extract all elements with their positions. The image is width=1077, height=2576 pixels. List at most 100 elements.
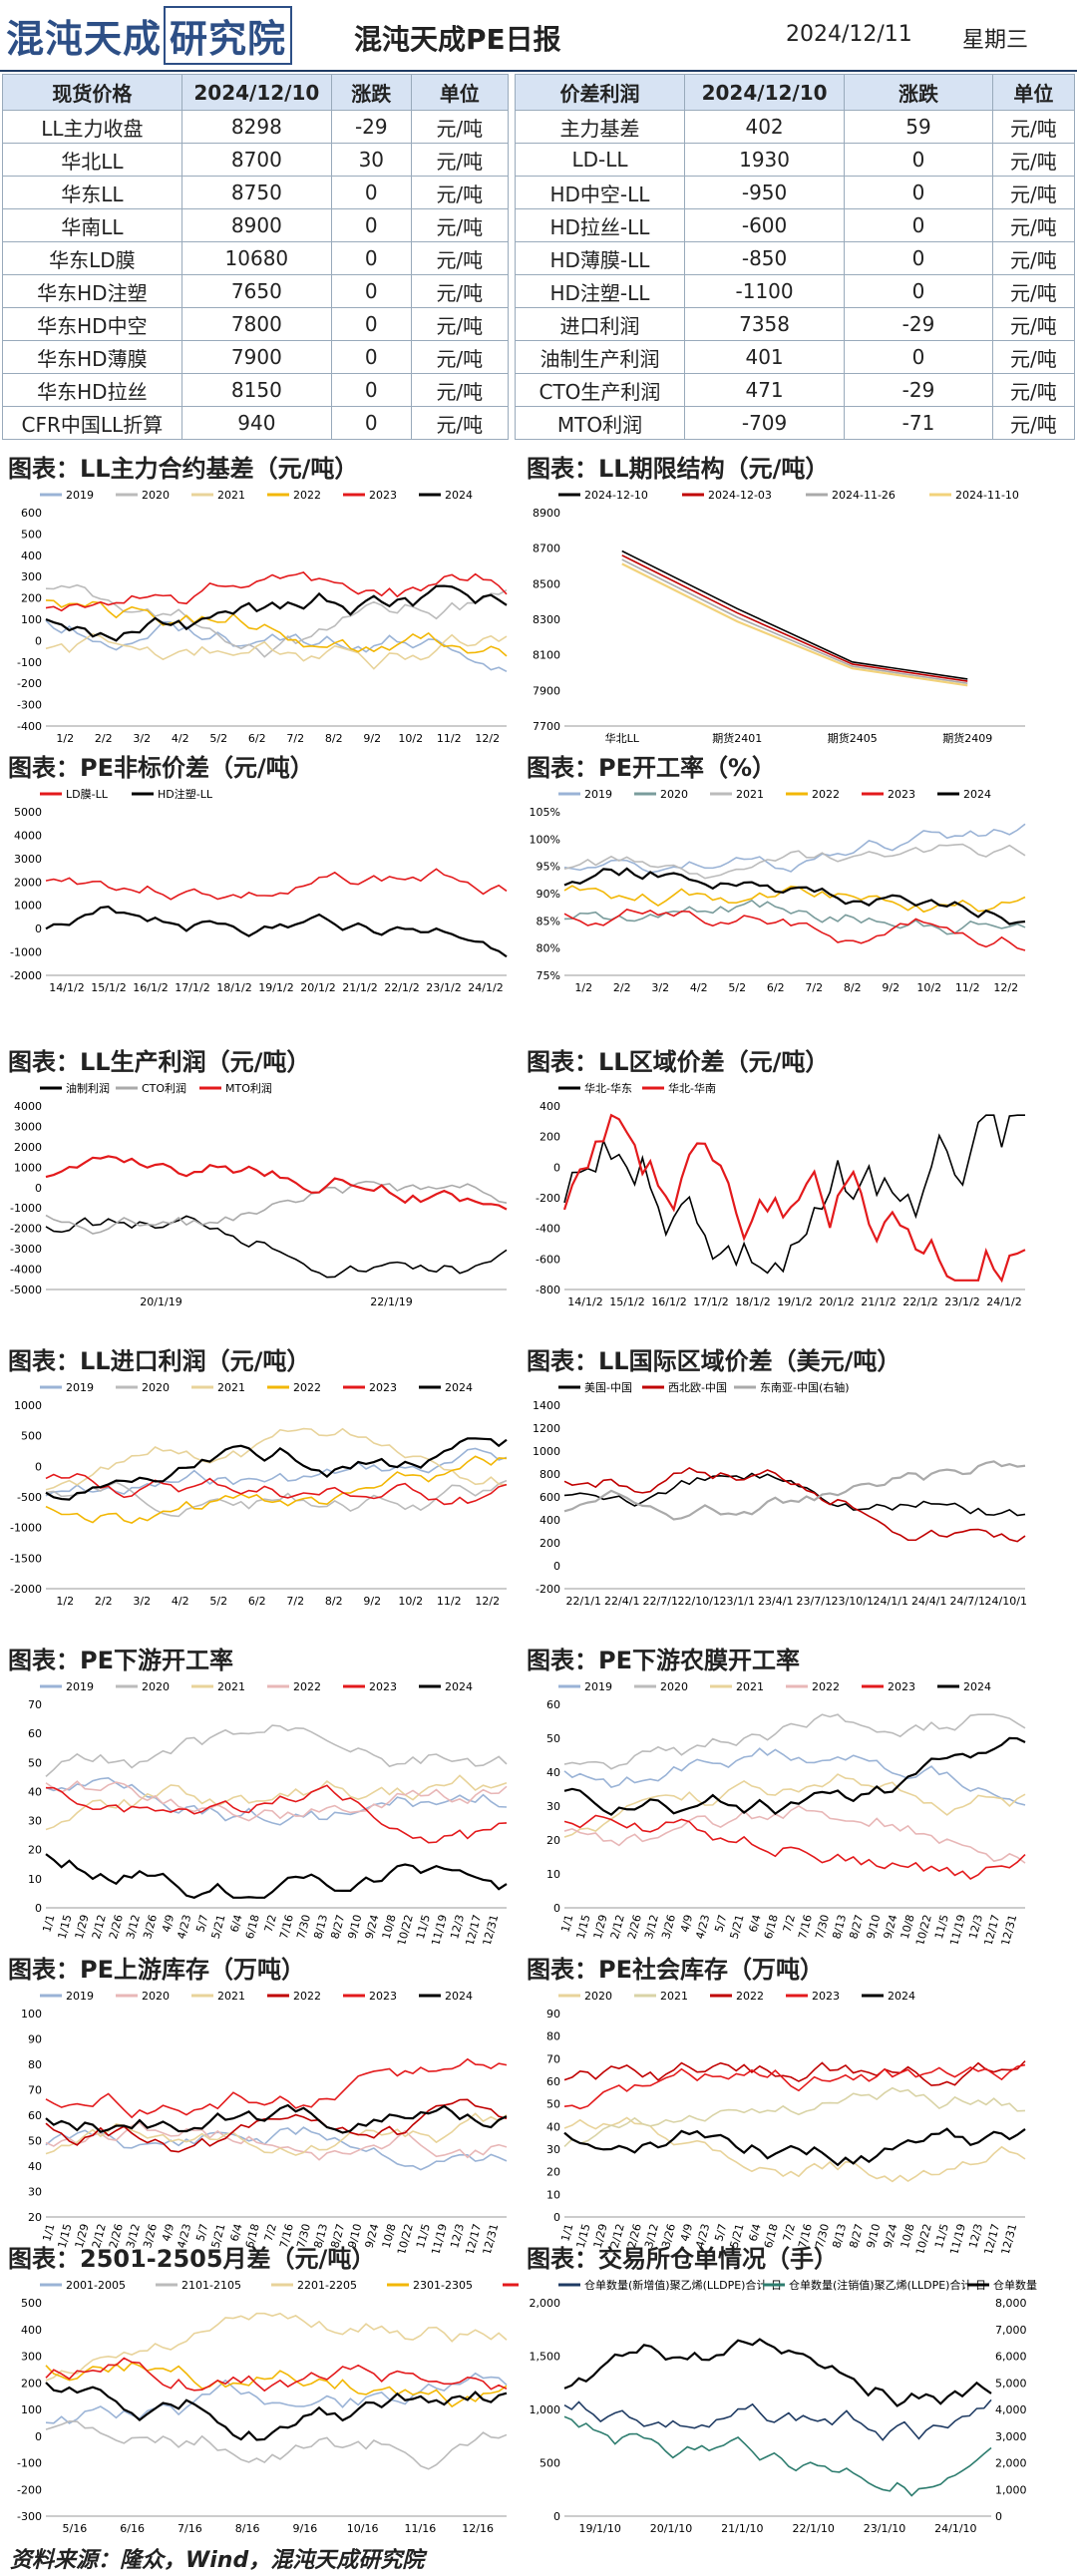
x-tick-label: 20/1/10 [650,2522,692,2535]
chart-title: 图表：LL国际区域价差（美元/吨） [527,1347,901,1375]
legend-label: 2001-2005 [66,2279,126,2292]
x-tick-label: 21/1/10 [721,2522,763,2535]
x-tick-label: 3/2 [133,1595,151,1608]
series-line [45,1447,508,1497]
table-cell: 0 [330,208,412,242]
x-tick-label: 8/16 [235,2522,260,2535]
y-tick-label: 5000 [14,806,42,819]
x-tick-label: 6/4 [747,1913,764,1933]
series-line [45,2357,508,2392]
legend-label: 油制利润 [66,1081,110,1095]
table-cell: 元/吨 [410,176,510,209]
series-line [45,1479,508,1518]
series-line [45,1853,508,1899]
column-header: 涨跌 [844,74,993,111]
y-tick-label: 20 [28,1844,42,1857]
series-line [45,2420,508,2470]
chart: 仓单数量(新增值)聚乙烯(LLDPE)合计 日仓单数量(注销值)聚乙烯(LLDP… [519,2273,1038,2552]
table-cell: MTO利润 [515,406,685,440]
table-cell: 0 [844,340,993,374]
y-tick-label: -400 [536,1223,560,1236]
y-tick-label: 30 [28,1815,42,1828]
x-tick-label: 9/10 [865,1913,884,1940]
legend-label: 2024 [963,788,991,801]
x-tick-label: 23/1/10 [864,2522,905,2535]
x-tick-label: 4/2 [690,981,708,994]
table-cell: 元/吨 [991,340,1076,374]
x-tick-label: 期货2405 [828,731,878,745]
legend-label: 2023 [888,1680,915,1693]
chart: 2024-12-10 2024-12-03 2024-11-26 2024-11-10… [519,483,1037,762]
series-line [563,823,1026,874]
x-tick-label: 15/1/2 [609,1295,644,1308]
x-tick-label: 2/26 [107,2222,126,2249]
x-tick-label: 23/1/2 [426,981,461,994]
table-cell: 59 [844,110,993,144]
series-line [45,2057,508,2119]
y-tick-label: 100 [21,613,42,626]
x-tick-label: 4/23 [693,2222,712,2249]
spot-price-table: 现货价格 2024/12/10 涨跌 单位 LL主力收盘 8298 -29 元/吨 华北LL 87… [2,74,510,440]
legend-label: 华北-华南 [668,1081,716,1095]
table-cell: 401 [683,340,846,374]
chart-title: 图表：PE社会库存（万吨） [527,1956,824,1984]
y-tick-label: 2,000 [530,2297,561,2310]
table-cell: -29 [330,110,412,144]
table-cell: 华东LD膜 [2,241,182,275]
legend-label: 2023 [369,1381,397,1394]
table-cell: 8298 [180,110,332,144]
x-tick-label: 2/26 [107,1913,126,1940]
y-tick-label: -600 [536,1253,560,1266]
legend-label: 仓单数量(注销值)聚乙烯(LLDPE)合计 日 [789,2278,986,2292]
legend-label: 2019 [66,1990,94,2003]
table-cell: 0 [844,274,993,308]
y-tick-label: 400 [21,2324,42,2337]
series-line [45,905,508,958]
x-tick-label: 5/16 [63,2522,88,2535]
table-cell: 元/吨 [991,143,1076,177]
table-cell: 元/吨 [410,406,510,440]
x-tick-label: 12/2 [475,732,500,745]
series-line [45,2382,508,2441]
x-tick-label: 4/23 [175,2222,193,2249]
series-line [563,2398,992,2441]
series-line [563,1466,1026,1543]
x-tick-label: 12/3 [448,2222,467,2249]
y-tick-label: 3000 [14,1120,42,1133]
x-tick-label: 3/12 [642,1913,661,1940]
y-tick-label: -200 [17,2483,42,2496]
chart-title: 图表：PE非标价差（元/吨） [8,754,314,782]
table-cell: 30 [330,143,412,177]
y-tick-label: 90 [546,2008,560,2021]
y-tick-label: 50 [28,1756,42,1769]
legend-label: 2021 [217,1990,245,2003]
legend-label: LD膜-LL [66,788,109,801]
x-tick-label: 5/2 [209,732,227,745]
y-tick-label: 20 [546,2166,560,2179]
y-tick-label: 100% [530,833,560,846]
x-tick-label: 7/16 [796,2222,815,2249]
table-cell: 0 [330,176,412,209]
table-row: 主力基差 402 59 元/吨 [515,110,1076,144]
table-cell: HD薄膜-LL [515,241,685,275]
table-cell: 0 [330,406,412,440]
y2-tick-label: 1,000 [995,2483,1027,2496]
x-tick-label: 9/2 [363,1595,381,1608]
y-tick-label: 50 [546,2098,560,2111]
legend-label: 2020 [142,489,170,502]
x-tick-label: 3/12 [124,1913,143,1940]
table-cell: 元/吨 [991,373,1076,407]
series-line [45,1472,508,1506]
y-tick-label: 0 [553,2510,560,2523]
x-tick-label: 10/2 [398,732,423,745]
x-tick-label: 22/1/2 [902,1295,937,1308]
x-tick-label: 5/21 [209,2222,228,2249]
y-tick-label: 105% [530,806,560,819]
x-tick-label: 期货2409 [942,731,992,745]
table-cell: 华东HD注塑 [2,274,182,308]
x-tick-label: 4/9 [160,1913,177,1933]
table-row: HD薄膜-LL -850 0 元/吨 [515,241,1076,275]
x-tick-label: 12/3 [448,1913,467,1940]
y-tick-label: -300 [17,2510,42,2523]
series-line [45,584,508,642]
